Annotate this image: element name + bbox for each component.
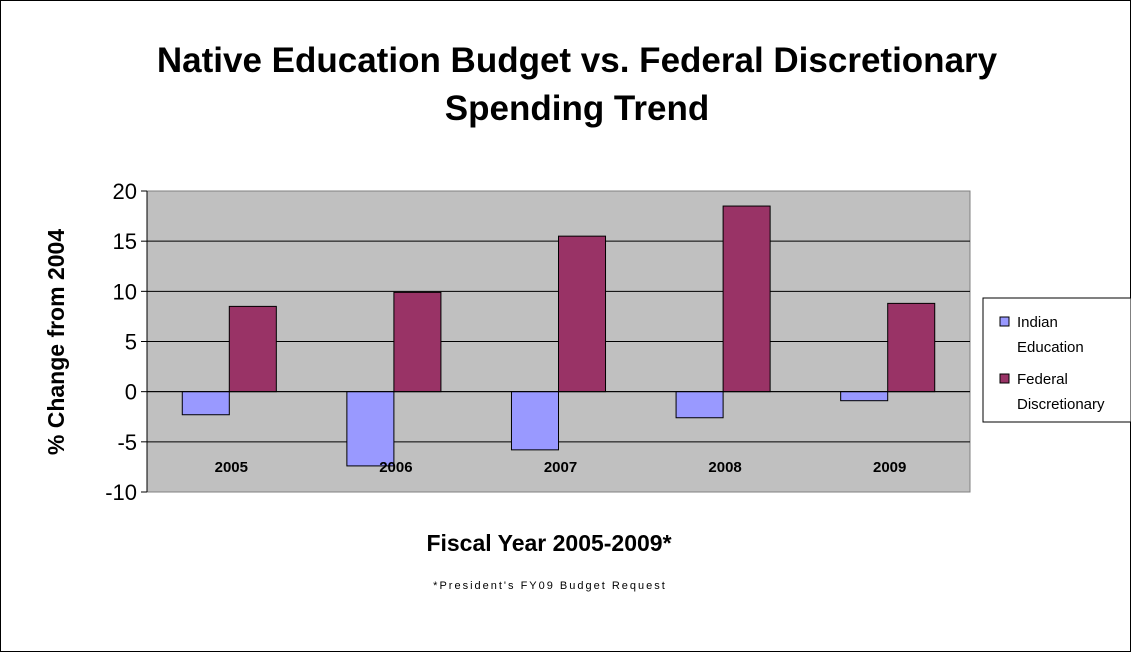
bar-indian-education-2006 xyxy=(347,392,394,466)
y-tick-label: 20 xyxy=(113,179,137,204)
y-tick-label: 15 xyxy=(113,229,137,254)
bar-federal-discretionary-2007 xyxy=(559,236,606,392)
x-category-label-2009: 2009 xyxy=(873,459,906,476)
bar-federal-discretionary-2008 xyxy=(723,206,770,392)
chart-title-line-1: Native Education Budget vs. Federal Disc… xyxy=(157,41,998,80)
legend-swatch-indian-education xyxy=(1000,317,1009,326)
bar-indian-education-2009 xyxy=(841,392,888,401)
y-tick-label: 10 xyxy=(113,279,137,304)
y-axis-ticks: 20 15 10 5 0 -5 -10 xyxy=(105,179,147,505)
x-category-label-2006: 2006 xyxy=(379,459,412,476)
legend: Indian Education Federal Discretionary xyxy=(983,298,1131,422)
x-category-label-2007: 2007 xyxy=(544,459,577,476)
legend-label-federal-discretionary-line-1: Federal xyxy=(1017,371,1068,388)
x-category-label-2005: 2005 xyxy=(215,459,248,476)
chart-title-line-2: Spending Trend xyxy=(445,89,709,128)
y-tick-label: -5 xyxy=(117,430,137,455)
bar-indian-education-2008 xyxy=(676,392,723,418)
y-tick-label: 5 xyxy=(125,330,137,355)
y-tick-label: 0 xyxy=(125,380,137,405)
legend-label-federal-discretionary-line-2: Discretionary xyxy=(1017,396,1105,413)
y-axis-title: % Change from 2004 xyxy=(43,229,69,455)
y-tick-label: -10 xyxy=(105,480,137,505)
legend-label-indian-education-line-1: Indian xyxy=(1017,314,1058,331)
bar-federal-discretionary-2009 xyxy=(888,303,935,391)
x-category-label-2008: 2008 xyxy=(708,459,741,476)
bar-federal-discretionary-2005 xyxy=(229,306,276,391)
x-axis-title: Fiscal Year 2005-2009* xyxy=(426,530,671,556)
bar-indian-education-2007 xyxy=(511,392,558,450)
bar-federal-discretionary-2006 xyxy=(394,292,441,391)
legend-label-indian-education-line-2: Education xyxy=(1017,339,1084,356)
footnote: *President's FY09 Budget Request xyxy=(433,580,667,592)
legend-swatch-federal-discretionary xyxy=(1000,374,1009,383)
bar-indian-education-2005 xyxy=(182,392,229,415)
